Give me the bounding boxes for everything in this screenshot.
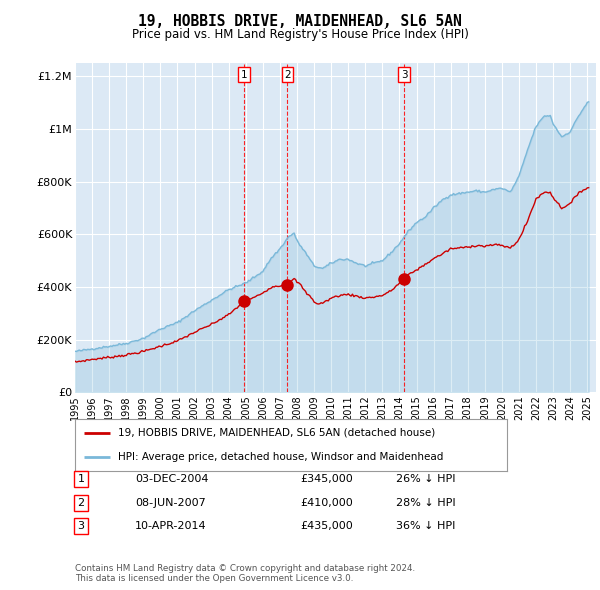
Text: Contains HM Land Registry data © Crown copyright and database right 2024.
This d: Contains HM Land Registry data © Crown c…	[75, 563, 415, 583]
Text: £410,000: £410,000	[300, 498, 353, 507]
Text: 36% ↓ HPI: 36% ↓ HPI	[396, 522, 455, 531]
Text: HPI: Average price, detached house, Windsor and Maidenhead: HPI: Average price, detached house, Wind…	[118, 452, 443, 462]
Text: 2: 2	[284, 70, 291, 80]
Text: 1: 1	[241, 70, 248, 80]
Text: 28% ↓ HPI: 28% ↓ HPI	[396, 498, 455, 507]
Text: £435,000: £435,000	[300, 522, 353, 531]
Text: 03-DEC-2004: 03-DEC-2004	[135, 474, 209, 484]
Text: 10-APR-2014: 10-APR-2014	[135, 522, 206, 531]
Text: 3: 3	[77, 522, 85, 531]
Text: 3: 3	[401, 70, 407, 80]
Text: 19, HOBBIS DRIVE, MAIDENHEAD, SL6 5AN: 19, HOBBIS DRIVE, MAIDENHEAD, SL6 5AN	[138, 14, 462, 30]
Text: 26% ↓ HPI: 26% ↓ HPI	[396, 474, 455, 484]
Text: Price paid vs. HM Land Registry's House Price Index (HPI): Price paid vs. HM Land Registry's House …	[131, 28, 469, 41]
Text: 2: 2	[77, 498, 85, 507]
Text: 19, HOBBIS DRIVE, MAIDENHEAD, SL6 5AN (detached house): 19, HOBBIS DRIVE, MAIDENHEAD, SL6 5AN (d…	[118, 428, 436, 438]
Text: 08-JUN-2007: 08-JUN-2007	[135, 498, 206, 507]
Text: 1: 1	[77, 474, 85, 484]
Text: £345,000: £345,000	[300, 474, 353, 484]
